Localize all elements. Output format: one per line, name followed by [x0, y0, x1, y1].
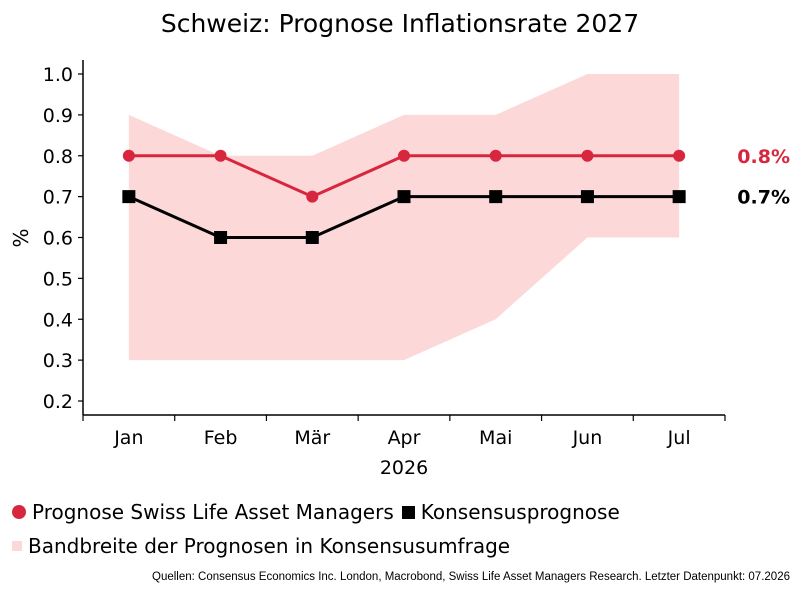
x-tick-label: Mai [479, 427, 512, 449]
series-point [214, 231, 228, 244]
y-tick-label: 0.3 [43, 350, 73, 372]
y-tick-label: 0.5 [43, 268, 73, 290]
y-tick-label: 0.4 [43, 309, 73, 331]
y-tick-label: 0.6 [43, 228, 73, 250]
forecast-range-band [128, 74, 680, 361]
legend-marker-band [12, 541, 22, 551]
series-point [398, 149, 410, 162]
series-point [122, 149, 135, 162]
legend-marker-swisslife [12, 505, 26, 519]
chart-title: Schweiz: Prognose Inflationsrate 2027 [161, 9, 639, 38]
y-axis-label: % [9, 228, 33, 247]
y-tick-label: 0.7 [43, 187, 73, 209]
series-point [305, 231, 319, 244]
series-point [489, 190, 503, 204]
x-tick-label: Apr [388, 427, 421, 449]
x-tick-label: Jun [572, 427, 603, 449]
y-tick-label: 0.2 [43, 391, 73, 413]
series-point [580, 190, 594, 204]
source-note: Quellen: Consensus Economics Inc. London… [152, 571, 790, 583]
end-value-label: 0.8% [737, 146, 790, 168]
series-point [397, 190, 411, 204]
series-point [122, 190, 136, 204]
x-tick-label: Feb [204, 427, 238, 449]
y-tick-label: 0.8 [43, 146, 73, 168]
series-point [489, 149, 502, 162]
x-tick-label: Jul [667, 427, 691, 449]
legend-row-1: Prognose Swiss Life Asset Managers Konse… [12, 500, 620, 524]
legend-label-swisslife: Prognose Swiss Life Asset Managers [32, 500, 394, 524]
legend-marker-konsensus [401, 505, 415, 519]
series-point [673, 149, 686, 162]
x-tick-label: Mär [294, 427, 330, 449]
series-point [581, 149, 594, 162]
legend-label-band: Bandbreite der Prognosen in Konsensusumf… [28, 534, 511, 558]
x-axis-label: 2026 [380, 457, 428, 479]
series-point [672, 190, 686, 204]
legend-row-2: Bandbreite der Prognosen in Konsensusumf… [12, 534, 510, 558]
series-point [214, 149, 227, 162]
legend-label-konsensus: Konsensusprognose [420, 500, 620, 524]
y-tick-label: 0.9 [43, 105, 73, 127]
x-tick-label: Jan [113, 427, 143, 449]
end-value-label: 0.7% [737, 187, 790, 209]
series-point [306, 190, 319, 203]
y-tick-label: 1.0 [43, 64, 73, 86]
